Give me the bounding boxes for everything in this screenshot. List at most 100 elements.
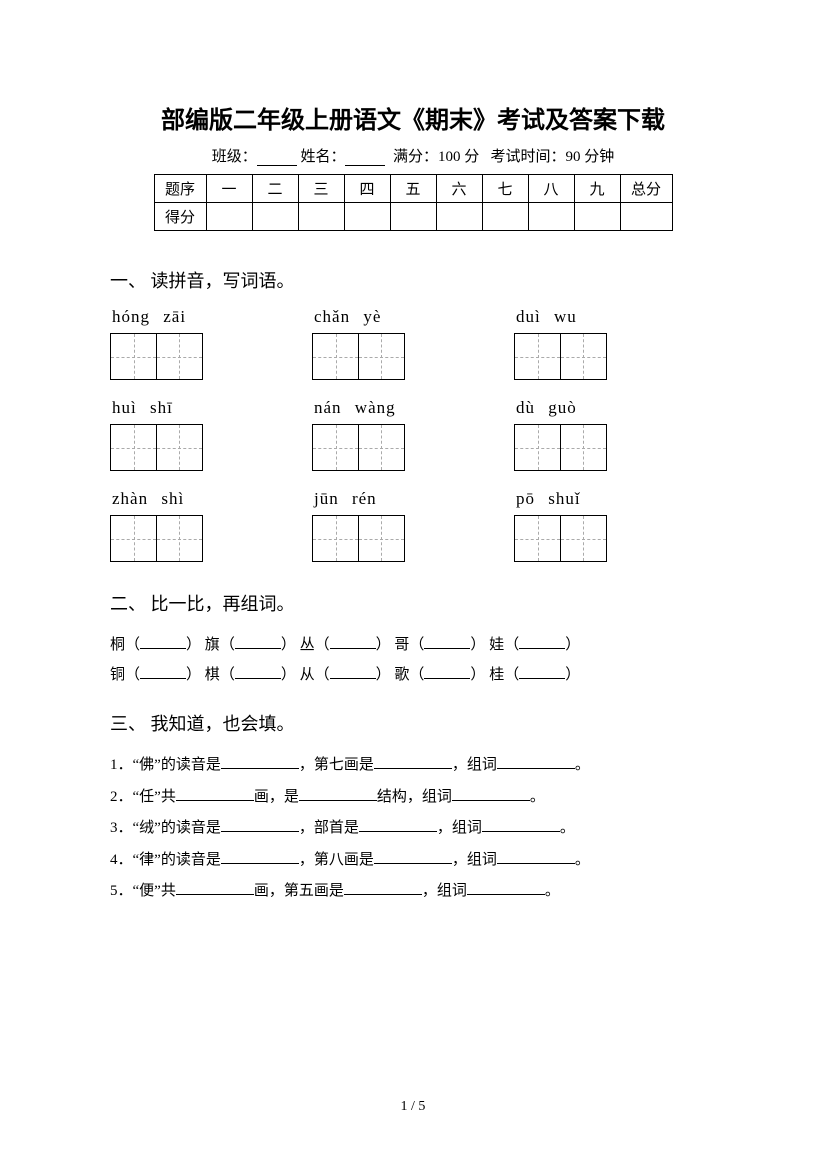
q2-blank[interactable] bbox=[424, 637, 470, 649]
q3-text: ，第七画是 bbox=[299, 757, 374, 773]
q3-blank[interactable] bbox=[221, 852, 299, 864]
q3-text: 。 bbox=[560, 820, 575, 836]
pinyin-label: hóng zāi bbox=[110, 307, 312, 327]
q3-blank[interactable] bbox=[176, 789, 254, 801]
class-blank[interactable] bbox=[257, 152, 297, 166]
q3-blank[interactable] bbox=[299, 789, 377, 801]
q3-item: 1．“佛”的读音是，第七画是，组词。 bbox=[110, 750, 716, 782]
pinyin-label: jūn rén bbox=[312, 489, 514, 509]
q2-blank[interactable] bbox=[424, 667, 470, 679]
time-value: 90 分钟 bbox=[566, 149, 615, 165]
score-cell[interactable] bbox=[620, 203, 672, 231]
score-cell[interactable] bbox=[298, 203, 344, 231]
q2-blank[interactable] bbox=[519, 637, 565, 649]
score-cell[interactable] bbox=[574, 203, 620, 231]
char-box[interactable] bbox=[358, 515, 405, 562]
q3-blank[interactable] bbox=[221, 820, 299, 832]
char-box[interactable] bbox=[312, 333, 359, 380]
q2-char: 棋 bbox=[205, 667, 220, 683]
char-box[interactable] bbox=[514, 515, 561, 562]
score-cell[interactable] bbox=[252, 203, 298, 231]
q3-blank[interactable] bbox=[359, 820, 437, 832]
char-box[interactable] bbox=[514, 424, 561, 471]
q3-blank[interactable] bbox=[497, 852, 575, 864]
table-row: 题序 一 二 三 四 五 六 七 八 九 总分 bbox=[154, 175, 672, 203]
col-header: 四 bbox=[344, 175, 390, 203]
q3-item: 3．“绒”的读音是，部首是，组词。 bbox=[110, 813, 716, 845]
q3-blank[interactable] bbox=[497, 757, 575, 769]
score-cell[interactable] bbox=[482, 203, 528, 231]
q3-blank[interactable] bbox=[452, 789, 530, 801]
q3-blank[interactable] bbox=[374, 852, 452, 864]
q2-blank[interactable] bbox=[235, 667, 281, 679]
q2-char: 旗 bbox=[205, 637, 220, 653]
col-header: 二 bbox=[252, 175, 298, 203]
q3-blank[interactable] bbox=[374, 757, 452, 769]
char-box[interactable] bbox=[110, 515, 157, 562]
q3-blank[interactable] bbox=[482, 820, 560, 832]
q2-char: 哥 bbox=[394, 637, 409, 653]
pinyin-label: dù guò bbox=[514, 398, 716, 418]
pinyin-grid: hóng zāi chǎn yè duì wu huì shī nán wàng… bbox=[110, 307, 716, 562]
char-box[interactable] bbox=[312, 515, 359, 562]
q3-text: ，第八画是 bbox=[299, 852, 374, 868]
q3-num: 4． bbox=[110, 852, 133, 868]
q2-blank[interactable] bbox=[140, 637, 186, 649]
score-cell[interactable] bbox=[390, 203, 436, 231]
q2-blank[interactable] bbox=[140, 667, 186, 679]
char-box[interactable] bbox=[312, 424, 359, 471]
q3-blank[interactable] bbox=[344, 883, 422, 895]
score-cell[interactable] bbox=[436, 203, 482, 231]
q3-num: 3． bbox=[110, 820, 133, 836]
name-blank[interactable] bbox=[345, 152, 385, 166]
char-box[interactable] bbox=[156, 515, 203, 562]
char-box[interactable] bbox=[560, 333, 607, 380]
q2-blank[interactable] bbox=[330, 667, 376, 679]
q3-num: 1． bbox=[110, 757, 133, 773]
q3-text: 。 bbox=[530, 789, 545, 805]
char-box[interactable] bbox=[358, 424, 405, 471]
col-header: 九 bbox=[574, 175, 620, 203]
char-box[interactable] bbox=[156, 424, 203, 471]
col-header: 七 bbox=[482, 175, 528, 203]
q3-text: 。 bbox=[575, 757, 590, 773]
pinyin-item: duì wu bbox=[514, 307, 716, 380]
q2-blank[interactable] bbox=[330, 637, 376, 649]
q3-num: 2． bbox=[110, 789, 133, 805]
q3-blank[interactable] bbox=[176, 883, 254, 895]
q2-blank[interactable] bbox=[519, 667, 565, 679]
q3-text: ，组词 bbox=[422, 883, 467, 899]
q3-blank[interactable] bbox=[467, 883, 545, 895]
total-header: 总分 bbox=[620, 175, 672, 203]
char-box[interactable] bbox=[560, 424, 607, 471]
q2-row1: 桐（） 旗（） 丛（） 哥（） 娃（） bbox=[110, 630, 716, 660]
q3-blank[interactable] bbox=[221, 757, 299, 769]
char-box[interactable] bbox=[110, 424, 157, 471]
q2-char: 铜 bbox=[110, 667, 125, 683]
score-label: 得分 bbox=[154, 203, 206, 231]
pinyin-label: pō shuǐ bbox=[514, 489, 716, 509]
char-box[interactable] bbox=[156, 333, 203, 380]
q3-item: 4．“律”的读音是，第八画是，组词。 bbox=[110, 845, 716, 877]
char-box[interactable] bbox=[560, 515, 607, 562]
time-label: 考试时间： bbox=[491, 149, 566, 165]
score-cell[interactable] bbox=[528, 203, 574, 231]
q3-text: “佛”的读音是 bbox=[133, 757, 221, 773]
pinyin-item: zhàn shì bbox=[110, 489, 312, 562]
score-cell[interactable] bbox=[206, 203, 252, 231]
q2-char: 桂 bbox=[489, 667, 504, 683]
q2-blank[interactable] bbox=[235, 637, 281, 649]
q3-text: “便”共 bbox=[133, 883, 176, 899]
q3-text: ，部首是 bbox=[299, 820, 359, 836]
char-box[interactable] bbox=[358, 333, 405, 380]
pinyin-item: chǎn yè bbox=[312, 307, 514, 380]
q2-char: 歌 bbox=[394, 667, 409, 683]
col-header: 六 bbox=[436, 175, 482, 203]
name-label: 姓名： bbox=[300, 149, 345, 165]
q3-text: ，组词 bbox=[437, 820, 482, 836]
char-box[interactable] bbox=[514, 333, 561, 380]
score-cell[interactable] bbox=[344, 203, 390, 231]
q3-item: 2．“任”共画，是结构，组词。 bbox=[110, 782, 716, 814]
char-box[interactable] bbox=[110, 333, 157, 380]
q3-heading: 三、 我知道，也会填。 bbox=[110, 710, 716, 736]
